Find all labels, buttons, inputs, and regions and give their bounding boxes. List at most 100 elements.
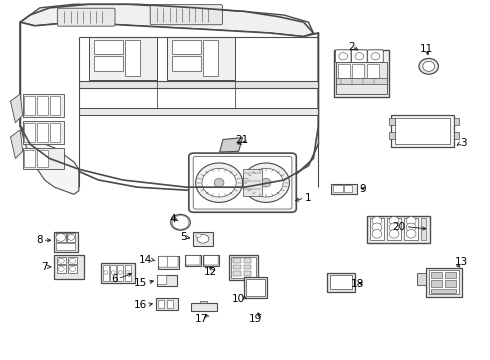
Polygon shape	[10, 130, 23, 158]
Bar	[454, 118, 459, 126]
Ellipse shape	[119, 271, 122, 274]
Text: 17: 17	[195, 314, 208, 324]
Ellipse shape	[171, 215, 190, 230]
Bar	[49, 96, 60, 116]
Ellipse shape	[202, 168, 236, 197]
Bar	[57, 265, 66, 273]
FancyBboxPatch shape	[368, 50, 383, 63]
Bar	[331, 184, 357, 194]
Bar	[158, 300, 164, 308]
Text: 10: 10	[232, 294, 245, 305]
Bar	[352, 64, 364, 78]
Bar	[196, 234, 201, 237]
Text: 18: 18	[351, 279, 364, 289]
Polygon shape	[200, 301, 207, 303]
Ellipse shape	[406, 223, 416, 231]
Bar	[49, 123, 60, 142]
Bar	[429, 270, 459, 294]
Ellipse shape	[389, 217, 399, 225]
FancyBboxPatch shape	[150, 5, 222, 25]
Bar	[445, 272, 456, 278]
Polygon shape	[20, 22, 318, 191]
Bar	[172, 40, 201, 54]
Bar	[431, 280, 442, 287]
Bar	[367, 64, 379, 78]
Ellipse shape	[111, 271, 115, 274]
Bar	[79, 81, 318, 88]
Bar	[118, 265, 123, 281]
Bar	[417, 273, 426, 285]
Ellipse shape	[249, 168, 283, 197]
Bar	[167, 300, 173, 308]
Bar	[57, 257, 66, 264]
Ellipse shape	[214, 179, 224, 187]
Bar	[125, 265, 131, 281]
Ellipse shape	[196, 163, 243, 202]
Bar	[89, 37, 157, 80]
Bar	[68, 265, 77, 273]
Polygon shape	[20, 4, 314, 37]
Bar	[333, 185, 343, 192]
Ellipse shape	[339, 53, 347, 60]
Bar	[229, 255, 258, 280]
Bar	[56, 243, 75, 250]
Text: 5: 5	[180, 232, 186, 242]
FancyBboxPatch shape	[193, 156, 292, 209]
Bar	[125, 40, 140, 76]
Ellipse shape	[372, 229, 382, 238]
FancyBboxPatch shape	[186, 256, 200, 265]
Bar	[391, 116, 454, 147]
Ellipse shape	[126, 271, 130, 274]
FancyBboxPatch shape	[57, 8, 115, 26]
Ellipse shape	[389, 229, 399, 238]
Bar	[231, 257, 256, 278]
Text: 4: 4	[169, 215, 175, 224]
Ellipse shape	[355, 53, 364, 60]
Ellipse shape	[174, 217, 187, 228]
Bar	[110, 265, 116, 281]
Text: 13: 13	[455, 257, 468, 267]
Text: 2: 2	[348, 42, 355, 51]
Ellipse shape	[68, 234, 74, 240]
Bar	[23, 121, 64, 144]
Polygon shape	[10, 94, 23, 123]
Text: 8: 8	[36, 235, 43, 245]
Text: 19: 19	[249, 314, 262, 324]
Ellipse shape	[419, 58, 439, 74]
Bar	[103, 265, 109, 281]
Bar	[404, 218, 418, 239]
Bar	[244, 265, 251, 269]
Bar	[101, 263, 135, 283]
Bar	[431, 272, 442, 278]
Bar	[157, 275, 176, 286]
Ellipse shape	[172, 216, 189, 229]
Bar	[203, 255, 219, 266]
Bar	[54, 255, 84, 279]
Bar	[158, 256, 178, 269]
Text: 3: 3	[460, 139, 466, 148]
Ellipse shape	[197, 234, 209, 243]
Bar	[233, 258, 241, 263]
Text: 20: 20	[392, 222, 405, 231]
Bar	[23, 148, 64, 169]
Bar	[24, 96, 35, 116]
Bar	[244, 258, 251, 263]
Text: 7: 7	[41, 262, 48, 272]
Bar	[431, 289, 456, 293]
Bar	[56, 233, 66, 242]
FancyBboxPatch shape	[335, 50, 351, 63]
Bar	[445, 280, 456, 287]
Bar	[191, 303, 217, 311]
FancyBboxPatch shape	[158, 275, 167, 285]
Bar	[330, 275, 352, 289]
Ellipse shape	[104, 271, 108, 274]
Bar	[233, 265, 241, 269]
Text: 16: 16	[134, 300, 147, 310]
Ellipse shape	[58, 258, 64, 263]
Bar	[343, 185, 352, 192]
Bar	[37, 123, 48, 142]
FancyBboxPatch shape	[159, 256, 169, 267]
Bar	[426, 268, 463, 297]
Bar	[454, 132, 459, 139]
Ellipse shape	[261, 179, 271, 187]
